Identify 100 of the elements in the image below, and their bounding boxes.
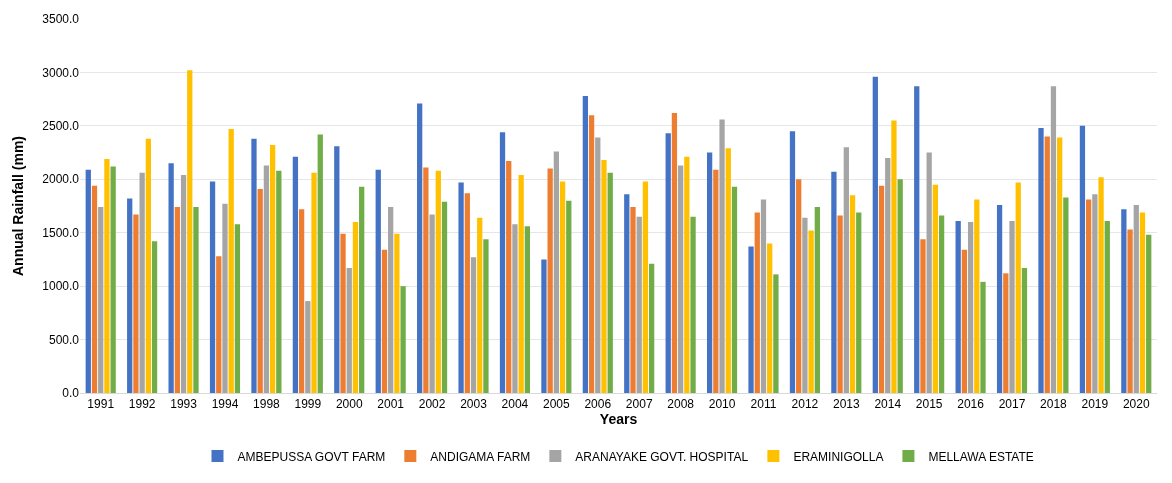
- bar: [234, 224, 241, 393]
- bar: [381, 249, 388, 393]
- bar: [607, 172, 613, 393]
- bar: [980, 281, 986, 393]
- bar: [417, 103, 423, 393]
- bar: [1146, 234, 1152, 393]
- x-tick-label: 2003: [460, 397, 488, 412]
- x-tick-label: 2012: [791, 397, 819, 412]
- bar: [920, 239, 926, 393]
- bar: [1086, 199, 1092, 393]
- x-tick-label: 2007: [625, 397, 653, 412]
- x-tick-label: 2013: [832, 397, 860, 412]
- bar: [1003, 273, 1009, 393]
- bar: [133, 214, 139, 393]
- bar: [216, 256, 222, 393]
- legend-label: AMBEPUSSA GOVT FARM: [237, 449, 386, 464]
- bar: [429, 214, 435, 393]
- bar: [789, 131, 796, 393]
- bar: [91, 185, 98, 393]
- bar: [1015, 182, 1021, 393]
- y-axis-title: Annual Rainfall (mm): [9, 135, 26, 277]
- bar: [464, 193, 470, 393]
- bar: [642, 181, 649, 393]
- bar: [145, 138, 151, 393]
- bar: [872, 76, 878, 393]
- x-tick-label: 2004: [501, 397, 529, 412]
- bar: [483, 239, 489, 393]
- bar: [292, 156, 299, 393]
- bar: [595, 137, 601, 393]
- x-tick-label: 1991: [87, 397, 115, 412]
- bar: [1098, 177, 1104, 393]
- bar: [553, 151, 560, 393]
- bar: [767, 243, 773, 393]
- bar: [298, 209, 305, 393]
- bar: [690, 216, 696, 393]
- bar: [98, 207, 104, 393]
- bar: [831, 171, 837, 393]
- bar: [359, 186, 365, 393]
- bar: [754, 212, 760, 393]
- bar: [499, 132, 506, 393]
- bar: [1038, 127, 1044, 393]
- bar: [559, 181, 566, 393]
- x-tick-label: 1993: [170, 397, 198, 412]
- bar: [1021, 267, 1028, 393]
- bar: [1121, 209, 1127, 393]
- bar: [394, 233, 400, 393]
- bar: [506, 161, 512, 393]
- bar: [1044, 136, 1050, 393]
- legend-label: ARANAYAKE GOVT. HOSPITAL: [575, 449, 749, 464]
- bar: [843, 147, 849, 393]
- bar: [375, 169, 381, 393]
- bar: [423, 167, 429, 393]
- bar: [180, 175, 187, 393]
- x-tick-label: 1998: [253, 397, 281, 412]
- y-tick-label: 500.0: [48, 332, 80, 347]
- bar: [222, 203, 228, 393]
- bar: [334, 146, 340, 393]
- y-tick-label: 2500.0: [42, 119, 80, 134]
- bar: [139, 172, 145, 393]
- bar: [891, 120, 897, 393]
- bar: [938, 215, 945, 393]
- bar: [967, 222, 974, 393]
- bar: [719, 119, 725, 393]
- x-tick-label: 2008: [667, 397, 695, 412]
- legend-label: ANDIGAMA FARM: [430, 449, 531, 464]
- bar: [706, 152, 713, 393]
- bar: [636, 216, 642, 393]
- bar: [477, 217, 483, 393]
- bar: [649, 263, 655, 393]
- x-tick-label: 2000: [335, 397, 363, 412]
- bar: [974, 199, 980, 393]
- bar: [269, 145, 276, 393]
- bar: [961, 249, 968, 393]
- x-tick-label: 1999: [294, 397, 322, 412]
- bar: [665, 133, 671, 393]
- bar: [187, 70, 193, 393]
- bar: [547, 168, 553, 393]
- x-tick-label: 2001: [377, 397, 405, 412]
- bar: [151, 241, 158, 393]
- bar: [317, 134, 323, 393]
- bar: [1139, 212, 1146, 393]
- bar: [849, 195, 856, 393]
- bar: [582, 95, 588, 393]
- x-tick-label: 1994: [211, 397, 239, 412]
- bar: [897, 179, 903, 393]
- bar: [1057, 137, 1063, 393]
- bar: [760, 199, 767, 393]
- bar: [725, 148, 731, 393]
- bar: [1063, 197, 1069, 393]
- bar: [878, 185, 885, 393]
- bar: [400, 286, 406, 393]
- bar: [808, 230, 814, 393]
- bar: [932, 184, 939, 393]
- x-tick-label: 2019: [1081, 397, 1109, 412]
- bar: [630, 207, 636, 393]
- bar: [209, 181, 216, 393]
- bar: [814, 207, 820, 393]
- x-tick-label: 2005: [543, 397, 571, 412]
- bar: [352, 222, 359, 393]
- bar: [518, 175, 524, 393]
